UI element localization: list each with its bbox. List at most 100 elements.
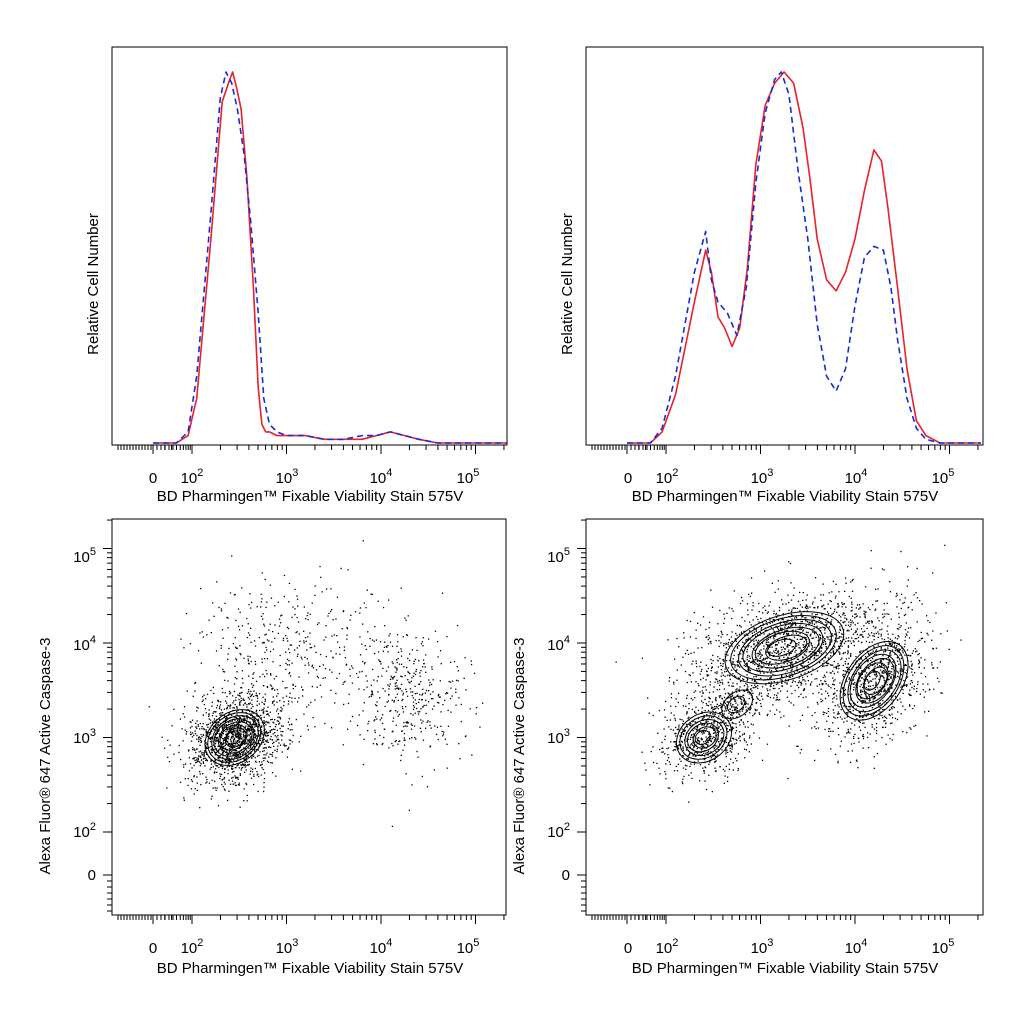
event-dot	[735, 742, 737, 744]
event-dot	[215, 733, 217, 736]
event-dot	[196, 776, 198, 778]
event-dot	[712, 707, 714, 709]
event-dot	[772, 704, 774, 706]
event-dot	[686, 713, 688, 715]
event-dot	[796, 668, 798, 670]
event-dot	[850, 653, 852, 655]
event-dot	[261, 661, 263, 664]
event-dot	[288, 673, 290, 675]
event-dot	[752, 662, 754, 665]
event-dot	[674, 719, 677, 721]
event-dot	[274, 726, 277, 728]
event-dot	[679, 735, 681, 737]
event-dot	[790, 658, 793, 660]
event-dot	[231, 735, 234, 737]
event-dot	[663, 709, 666, 711]
x-axis-label: BD Pharmingen™ Fixable Viability Stain 5…	[632, 488, 939, 505]
event-dot	[669, 763, 671, 765]
event-dot	[844, 663, 847, 665]
event-dot	[242, 763, 244, 765]
event-dot	[223, 750, 225, 752]
event-dot	[323, 639, 325, 641]
event-dot	[869, 608, 871, 611]
event-dot	[403, 739, 405, 741]
event-dot	[754, 687, 756, 689]
event-dot	[725, 643, 727, 646]
event-dot	[724, 722, 726, 724]
y-axis-ticks	[577, 519, 586, 912]
event-dot	[872, 658, 874, 660]
event-dot	[441, 592, 444, 594]
event-dot	[773, 634, 776, 637]
event-dot	[304, 656, 306, 658]
event-dot	[244, 717, 246, 720]
event-dot	[817, 606, 819, 608]
event-dot	[203, 728, 205, 731]
event-dot	[725, 736, 727, 738]
event-dot	[308, 664, 310, 666]
event-dot	[791, 618, 793, 620]
event-dot	[184, 729, 186, 731]
event-dot	[376, 718, 378, 720]
event-dot	[236, 777, 238, 779]
event-dot	[668, 761, 671, 763]
event-dot	[406, 666, 408, 669]
event-dot	[759, 672, 761, 674]
event-dot	[229, 751, 231, 754]
event-dot	[856, 615, 858, 617]
event-dot	[276, 695, 278, 697]
event-dot	[852, 622, 854, 624]
event-dot	[792, 632, 794, 634]
event-dot	[742, 694, 744, 697]
event-dot	[823, 626, 825, 629]
event-dot	[794, 617, 796, 619]
event-dot	[760, 705, 762, 707]
event-dot	[250, 641, 252, 643]
x-tick-labels: 0 102 103 104 105	[149, 937, 480, 957]
event-dot	[737, 767, 739, 770]
event-dot	[837, 606, 840, 608]
event-dot	[763, 657, 765, 660]
event-dot	[813, 652, 815, 654]
event-dot	[302, 689, 304, 691]
event-dot	[419, 727, 421, 729]
event-dot	[203, 694, 205, 696]
event-dot	[200, 587, 202, 590]
event-dot	[233, 700, 235, 702]
event-dot	[279, 717, 281, 719]
event-dot	[747, 669, 749, 671]
event-dot	[710, 739, 712, 741]
event-dot	[708, 716, 710, 718]
y-tick-labels: 0 102 103 104 105	[73, 546, 96, 884]
event-dot	[694, 690, 697, 692]
event-dot	[223, 776, 226, 779]
event-dot	[818, 633, 821, 636]
event-dot	[765, 657, 767, 659]
event-dot	[711, 716, 713, 719]
event-dot	[891, 703, 893, 705]
event-dot	[240, 742, 242, 744]
event-dot	[412, 714, 414, 716]
event-dot	[263, 703, 266, 706]
event-dot	[306, 649, 308, 651]
event-dot	[724, 653, 726, 655]
event-dot	[740, 631, 743, 633]
event-dot	[248, 747, 250, 749]
event-dot	[208, 714, 210, 716]
event-dot	[756, 652, 758, 655]
event-dot	[693, 763, 695, 765]
event-dot	[726, 749, 728, 751]
event-dot	[253, 721, 255, 723]
event-dot	[730, 636, 733, 638]
event-dot	[670, 697, 673, 699]
event-dot	[247, 729, 249, 731]
event-dot	[848, 657, 850, 659]
event-dot	[809, 641, 811, 643]
event-dot	[425, 727, 427, 729]
event-dot	[787, 657, 789, 659]
event-dot	[720, 636, 722, 638]
y-axis-label: Relative Cell Number	[85, 213, 102, 355]
event-dot	[205, 746, 207, 748]
event-dot	[235, 734, 237, 737]
event-dot	[318, 622, 320, 624]
